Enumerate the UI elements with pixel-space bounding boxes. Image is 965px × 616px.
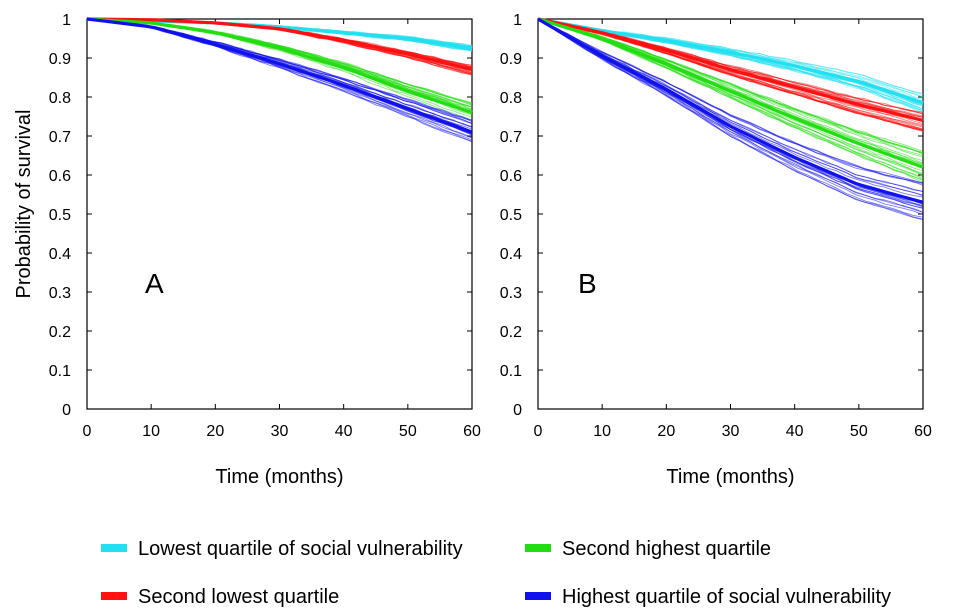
legend-item: Lowest quartile of social vulnerability	[101, 538, 463, 560]
y-tick-label: 0.4	[49, 246, 71, 263]
x-tick-label: 30	[722, 423, 740, 440]
series-sample-line	[537, 18, 924, 154]
y-tick-label: 0.8	[500, 90, 522, 107]
series-sample-line	[86, 18, 473, 121]
legend-swatch	[525, 592, 551, 600]
legend-swatch	[525, 544, 551, 552]
series-sample-line	[86, 18, 473, 125]
x-tick-label: 10	[593, 423, 611, 440]
y-axis-title: Probability of survival	[13, 110, 35, 299]
x-tick-label: 50	[399, 423, 417, 440]
x-tick-label: 40	[786, 423, 804, 440]
series-sample-line	[86, 18, 473, 135]
y-tick-label: 0.8	[49, 90, 71, 107]
legend-label: Second highest quartile	[562, 538, 771, 560]
panel-label: A	[145, 268, 164, 299]
x-axis-title: Time (months)	[666, 466, 794, 488]
legend-label: Second lowest quartile	[138, 586, 339, 608]
series-sample-line	[86, 18, 473, 135]
series-line	[537, 17, 924, 204]
y-tick-label: 0.4	[500, 246, 522, 263]
y-tick-label: 0.5	[49, 207, 71, 224]
x-tick-label: 50	[850, 423, 868, 440]
legend: Lowest quartile of social vulnerability S…	[101, 538, 891, 608]
series-sample-line	[537, 19, 924, 186]
legend-item: Second highest quartile	[525, 538, 771, 560]
panel-a: 00.10.20.30.40.50.60.70.80.910 10 20 30 40 50…	[13, 12, 481, 488]
legend-label: Lowest quartile of social vulnerability	[138, 538, 463, 560]
series-sample-line	[537, 18, 924, 208]
legend-swatch	[101, 592, 127, 600]
series-sample-line	[86, 18, 473, 121]
legend-item: Second lowest quartile	[101, 586, 339, 608]
y-tick-label: 0.1	[49, 363, 71, 380]
plot-frame	[86, 18, 473, 410]
y-tick-label: 0.3	[49, 285, 71, 302]
series-1	[537, 17, 924, 132]
y-tick-label: 1	[62, 12, 71, 29]
series-sample-line	[86, 19, 473, 132]
x-tick-label: 0	[83, 423, 92, 440]
x-tick-label: 10	[142, 423, 160, 440]
y-tick-label: 0.6	[49, 168, 71, 185]
series-3	[86, 17, 473, 143]
y-tick-label: 0.3	[500, 285, 522, 302]
series-line	[86, 17, 473, 134]
series-line	[537, 17, 924, 122]
x-axis-title: Time (months)	[215, 466, 343, 488]
series-2	[86, 17, 473, 121]
legend-swatch	[101, 544, 127, 552]
series-3	[537, 17, 924, 221]
series-line	[86, 17, 473, 72]
y-tick-label: 0.1	[500, 363, 522, 380]
y-tick-label: 0.7	[49, 129, 71, 146]
series-sample-line	[86, 18, 473, 125]
y-tick-label: 0.2	[49, 324, 71, 341]
x-tick-label: 20	[657, 423, 675, 440]
y-tick-label: 0.7	[500, 129, 522, 146]
series-sample-line	[537, 18, 924, 181]
series-line	[537, 17, 924, 105]
series-line	[537, 17, 924, 169]
series-sample-line	[537, 18, 924, 207]
series-sample-line	[86, 18, 473, 121]
plot-frame	[537, 18, 924, 410]
x-tick-label: 60	[463, 423, 481, 440]
series-sample-line	[86, 18, 473, 135]
y-tick-label: 0.5	[500, 207, 522, 224]
x-tick-label: 40	[335, 423, 353, 440]
legend-label: Highest quartile of social vulnerability	[562, 586, 891, 608]
series-sample-line	[537, 18, 924, 184]
y-tick-label: 0.9	[500, 51, 522, 68]
y-tick-label: 0	[513, 402, 522, 419]
series-sample-line	[86, 18, 473, 124]
x-tick-label: 20	[206, 423, 224, 440]
x-tick-label: 60	[914, 423, 932, 440]
y-tick-label: 0	[62, 402, 71, 419]
series-2	[537, 17, 924, 183]
series-1	[86, 17, 473, 76]
panel-label: B	[578, 268, 597, 299]
y-tick-label: 0.2	[500, 324, 522, 341]
series-sample-line	[537, 18, 924, 213]
series-line	[86, 17, 473, 115]
panel-b: 00.10.20.30.40.50.60.70.80.910 10 20 30 40 50…	[500, 12, 932, 488]
series-sample-line	[537, 18, 924, 152]
legend-item: Highest quartile of social vulnerability	[525, 586, 891, 608]
y-tick-label: 0.6	[500, 168, 522, 185]
x-tick-label: 30	[271, 423, 289, 440]
y-tick-label: 0.9	[49, 51, 71, 68]
y-tick-label: 1	[513, 12, 522, 29]
x-tick-label: 0	[534, 423, 543, 440]
